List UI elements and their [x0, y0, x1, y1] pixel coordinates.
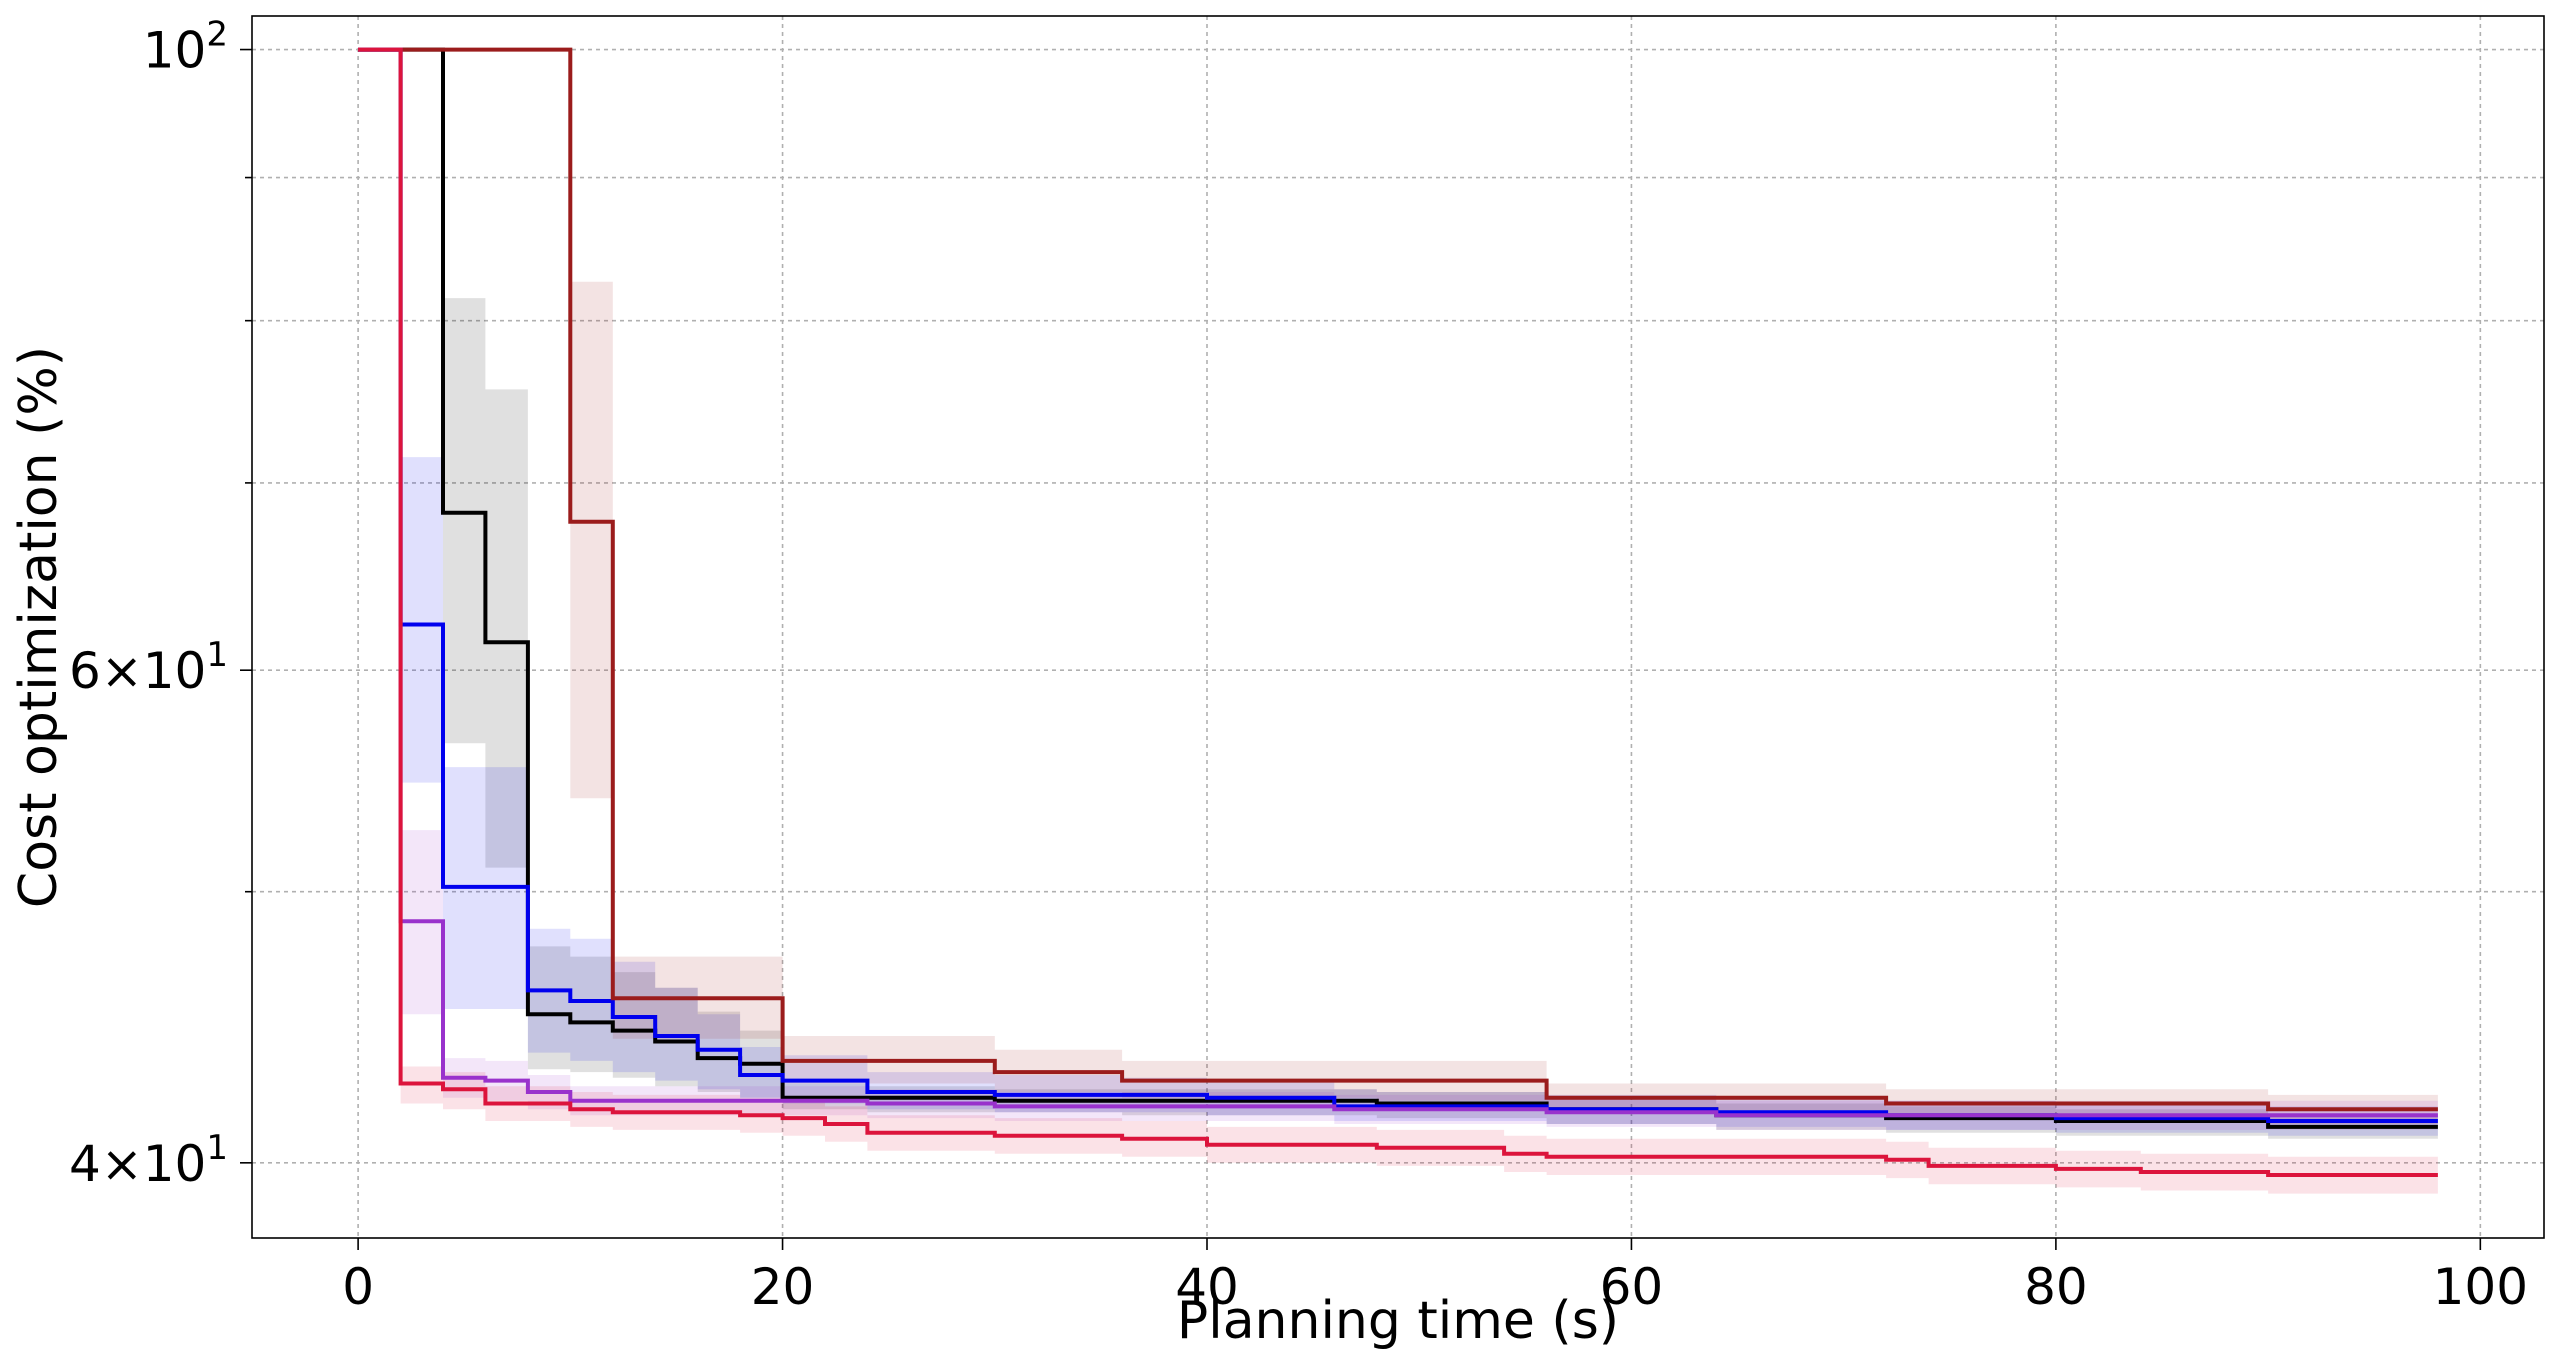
grid: [252, 16, 2544, 1238]
x-axis-ticks: 0 20 40 60 80 100: [342, 1238, 2528, 1316]
y-axis-label: Cost optimization (%): [9, 346, 69, 908]
x-tick-label: 40: [1175, 1258, 1239, 1316]
series-1-band: [358, 49, 2438, 1136]
series-3-line: [358, 47, 2438, 1118]
plot-frame: [251, 15, 2545, 1239]
x-tick-label: 60: [1600, 1258, 1664, 1316]
series-0-band: [358, 49, 2438, 1139]
x-axis-label: Planning time (s): [1177, 1291, 1619, 1351]
x-tick-label: 100: [2433, 1258, 2528, 1316]
y-tick-label: 4×101: [69, 1128, 228, 1193]
y-tick-label: 102: [143, 15, 228, 80]
x-tick-label: 20: [751, 1258, 815, 1316]
confidence-bands: [358, 49, 2438, 1194]
series-4-line: [358, 47, 2438, 1177]
y-axis-ticks: 4×101 6×101 102: [69, 15, 252, 1193]
series-lines: [358, 47, 2438, 1177]
series-1-line: [358, 47, 2438, 1123]
series-2-band: [358, 49, 2438, 1125]
y-tick-label: 6×101: [69, 635, 228, 700]
series-2-line: [358, 47, 2438, 1112]
x-tick-label: 80: [2024, 1258, 2088, 1316]
x-tick-label: 0: [342, 1258, 374, 1316]
